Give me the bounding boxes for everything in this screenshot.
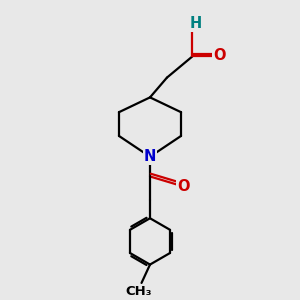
Text: O: O <box>213 47 225 62</box>
Text: O: O <box>177 179 190 194</box>
Text: CH₃: CH₃ <box>125 286 152 298</box>
Text: H: H <box>190 16 202 32</box>
Text: N: N <box>144 149 156 164</box>
